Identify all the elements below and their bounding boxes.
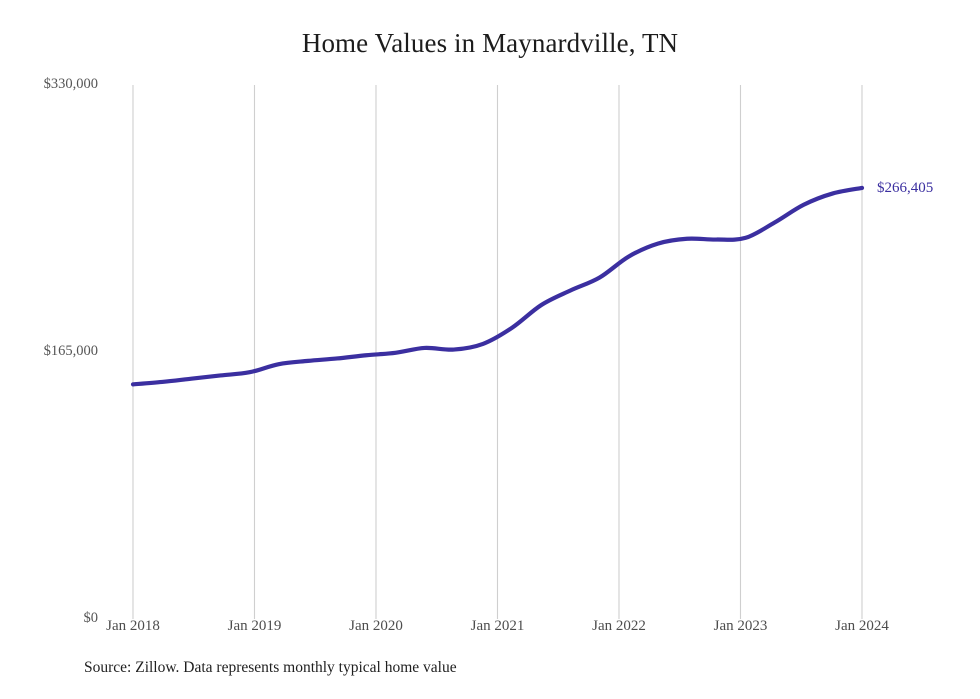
- ytick-label-mid: $165,000: [43, 343, 98, 359]
- xtick-label: Jan 2019: [227, 618, 282, 634]
- series-group: [130, 185, 865, 387]
- xtick-label: Jan 2023: [713, 618, 768, 634]
- xtick-label: Jan 2022: [592, 618, 646, 634]
- xtick-label: Jan 2018: [106, 618, 160, 634]
- chart-title: Home Values in Maynardville, TN: [301, 28, 679, 58]
- series-line: [130, 185, 865, 387]
- ytick-label-top: $330,000: [43, 76, 98, 92]
- gridlines-group: [132, 85, 863, 619]
- source-note: Source: Zillow. Data represents monthly …: [84, 659, 457, 676]
- xtick-label: Jan 2020: [349, 618, 403, 634]
- xtick-label: Jan 2024: [835, 618, 889, 634]
- series-end-value-label: $266,405: [877, 179, 934, 196]
- ytick-label-bottom: $0: [83, 610, 99, 626]
- xtick-label: Jan 2021: [470, 618, 525, 634]
